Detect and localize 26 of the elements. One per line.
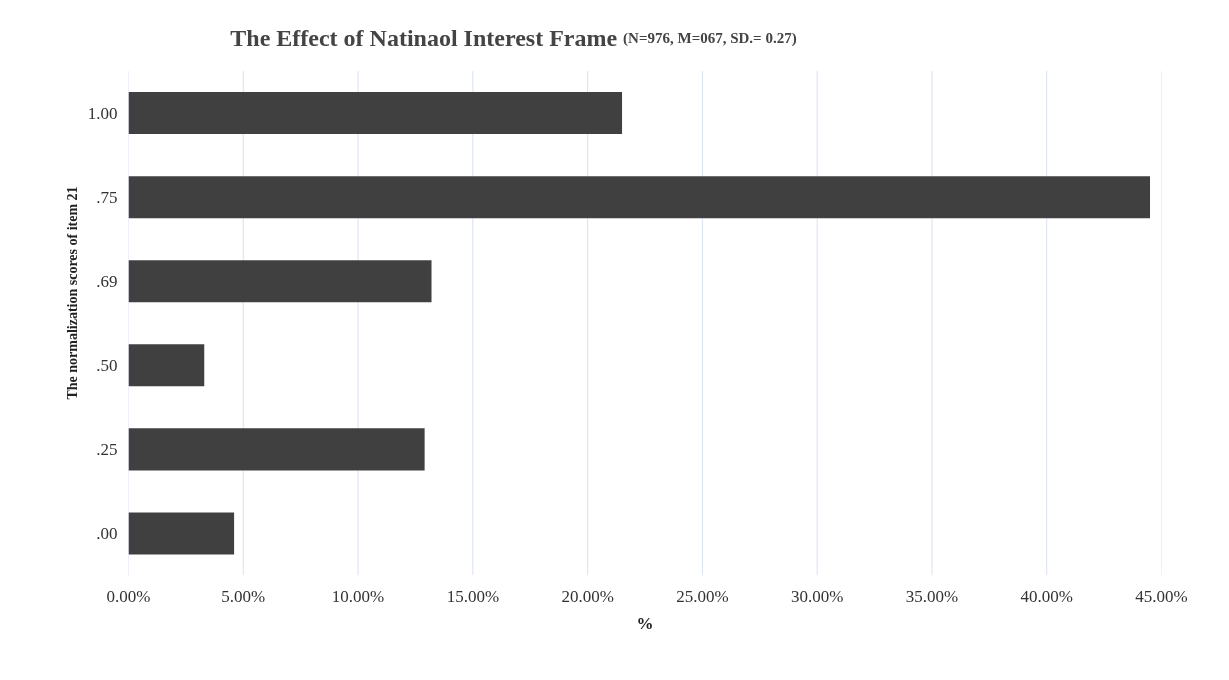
x-tick-label: 25.00% xyxy=(676,586,729,606)
x-tick-label: 40.00% xyxy=(1020,586,1073,606)
y-tick-label: .75 xyxy=(96,187,118,207)
x-tick-label: 0.00% xyxy=(106,586,151,606)
x-tick-label: 45.00% xyxy=(1135,586,1188,606)
y-tick-label: .00 xyxy=(96,523,118,543)
y-tick-label: .25 xyxy=(96,439,118,459)
x-axis-title: % xyxy=(636,613,654,633)
bar xyxy=(128,176,1151,219)
bar xyxy=(128,344,205,387)
y-tick-label: .50 xyxy=(96,355,118,375)
y-tick-label: 1.00 xyxy=(87,103,118,123)
x-tick-label: 10.00% xyxy=(331,586,385,606)
x-tick-label: 35.00% xyxy=(905,586,959,606)
bar xyxy=(128,428,425,471)
bar xyxy=(128,92,623,135)
x-tick-label: 5.00% xyxy=(221,586,266,606)
x-tick-label: 20.00% xyxy=(561,586,614,606)
y-tick-label: .69 xyxy=(96,271,118,291)
y-axis-title: The normalization scores of item 21 xyxy=(64,186,80,400)
bar xyxy=(128,512,235,555)
chart-title: The Effect of Natinaol Interest Frame xyxy=(230,25,618,52)
x-tick-label: 15.00% xyxy=(446,586,500,606)
x-tick-label: 30.00% xyxy=(790,586,844,606)
bar xyxy=(128,260,432,303)
chart-subtitle: (N=976, M=067, SD.= 0.27) xyxy=(623,30,797,48)
